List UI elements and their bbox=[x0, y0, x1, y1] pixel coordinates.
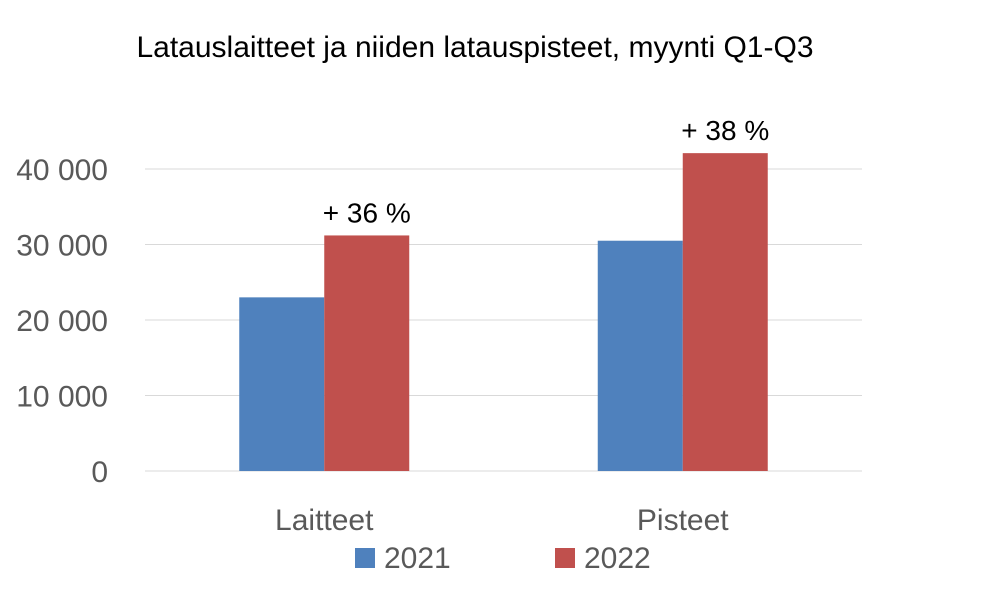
legend-label-2022: 2022 bbox=[584, 542, 651, 575]
data-label: + 38 % bbox=[681, 115, 769, 146]
bar-2021-pisteet bbox=[597, 240, 683, 471]
y-tick-label: 20 000 bbox=[16, 305, 108, 338]
y-tick-label: 10 000 bbox=[16, 381, 108, 414]
legend-swatch-2021 bbox=[355, 548, 375, 568]
category-label: Pisteet bbox=[637, 504, 729, 537]
y-tick-label: 0 bbox=[91, 456, 108, 489]
y-tick-label: 40 000 bbox=[16, 154, 108, 187]
bar-2021-laitteet bbox=[239, 297, 325, 471]
bar-2022-pisteet bbox=[682, 153, 768, 471]
data-label: + 36 % bbox=[323, 197, 411, 228]
y-tick-label: 30 000 bbox=[16, 230, 108, 263]
bars bbox=[239, 153, 768, 471]
x-axis-categories: Laitteet Pisteet bbox=[275, 504, 729, 537]
bar-2022-laitteet bbox=[324, 235, 410, 471]
y-axis-ticks: 0 10 000 20 000 30 000 40 000 bbox=[16, 154, 108, 489]
legend-swatch-2022 bbox=[555, 548, 575, 568]
chart-title: Latauslaitteet ja niiden latauspisteet, … bbox=[136, 31, 813, 64]
legend: 2021 2022 bbox=[355, 542, 651, 575]
category-label: Laitteet bbox=[275, 504, 374, 537]
data-labels: + 36 % + 38 % bbox=[323, 115, 769, 228]
legend-label-2021: 2021 bbox=[384, 542, 451, 575]
